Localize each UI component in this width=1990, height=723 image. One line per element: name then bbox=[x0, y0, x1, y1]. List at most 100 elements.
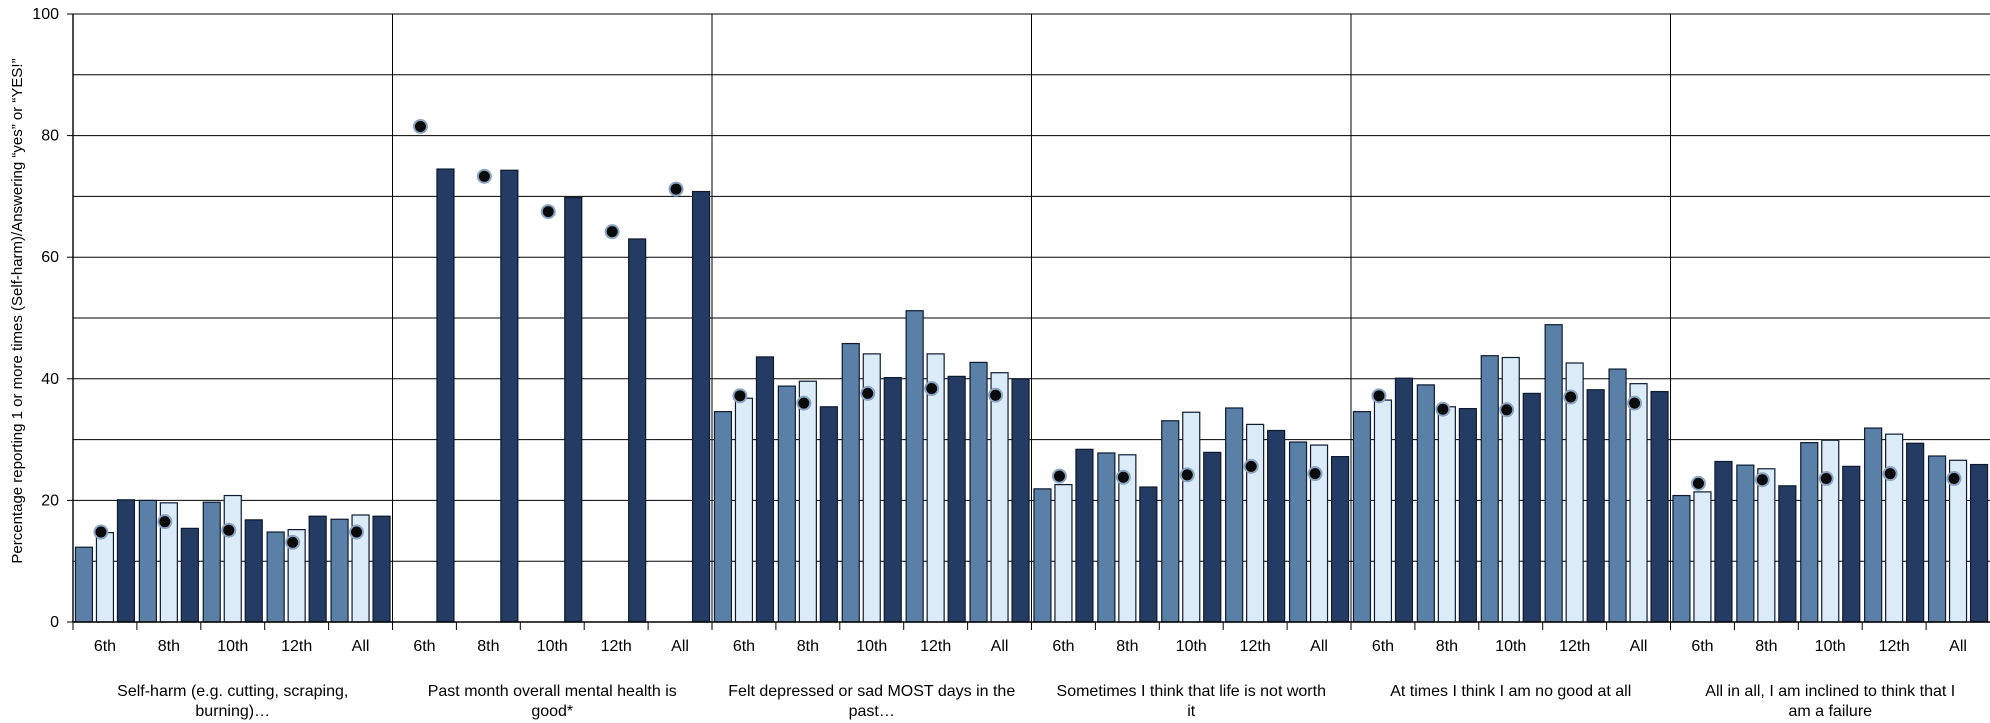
bar-bar1 bbox=[1672, 494, 1691, 623]
bar-bar1 bbox=[1800, 442, 1819, 623]
x-tick-label: All bbox=[1949, 638, 1967, 655]
marker-point bbox=[221, 522, 237, 538]
bar-bar2 bbox=[990, 372, 1009, 623]
x-tick-label: 6th bbox=[94, 638, 116, 655]
axes bbox=[67, 13, 1990, 630]
bar-bar3 bbox=[1842, 465, 1861, 623]
marker-point bbox=[1435, 401, 1451, 417]
bar-bar1 bbox=[841, 342, 860, 623]
bar-bar1 bbox=[1352, 411, 1372, 623]
marker-point bbox=[540, 204, 556, 220]
x-tick-label: All bbox=[352, 638, 370, 655]
bar-bar3 bbox=[628, 238, 647, 623]
marker-point bbox=[285, 534, 301, 550]
bar-bar2 bbox=[95, 532, 115, 623]
bar-bar3 bbox=[1330, 456, 1350, 623]
marker-point bbox=[1690, 475, 1706, 491]
marker-point bbox=[988, 387, 1004, 403]
marker-point bbox=[732, 388, 748, 404]
bar-bar3 bbox=[1778, 485, 1797, 623]
bar-bar1 bbox=[1416, 384, 1435, 623]
bar-bar2 bbox=[1054, 483, 1073, 623]
x-tick-label: 10th bbox=[537, 638, 568, 655]
bar-bar2 bbox=[734, 397, 754, 623]
marker-point bbox=[796, 395, 812, 411]
bar-bar3 bbox=[308, 515, 327, 623]
bar-bar3 bbox=[180, 527, 199, 623]
axis-labels: 0 20 40 60 80 100 6th 8th 10th 12th All Self-harm (… bbox=[32, 6, 1967, 720]
bar-bar1 bbox=[202, 501, 221, 623]
bar-bar1 bbox=[1544, 324, 1563, 623]
marker-point bbox=[1179, 467, 1195, 483]
marker-point bbox=[1563, 389, 1579, 405]
bar-bar1 bbox=[266, 531, 285, 623]
bar-bar2 bbox=[1182, 411, 1201, 623]
bar-bar3 bbox=[500, 169, 519, 623]
bar-bar3 bbox=[691, 190, 711, 623]
group-label: good* bbox=[531, 703, 573, 720]
x-tick-label: 12th bbox=[1879, 638, 1910, 655]
marker-point bbox=[93, 524, 109, 540]
x-tick-label: 12th bbox=[601, 638, 632, 655]
bar-bar3 bbox=[1267, 429, 1286, 623]
x-tick-label: 10th bbox=[1495, 638, 1526, 655]
bar-bar3 bbox=[372, 515, 391, 623]
x-tick-label: 10th bbox=[217, 638, 248, 655]
bar-bar3 bbox=[1522, 392, 1541, 623]
x-tick-label: 6th bbox=[1372, 638, 1394, 655]
x-tick-label: All bbox=[991, 638, 1009, 655]
bar-bar1 bbox=[330, 518, 349, 623]
marker-point bbox=[412, 118, 428, 134]
group-label: Self-harm (e.g. cutting, scraping, bbox=[117, 683, 348, 700]
x-tick-label: 8th bbox=[158, 638, 180, 655]
marker-point bbox=[1307, 466, 1323, 482]
group-label: it bbox=[1187, 703, 1196, 720]
bar-bar1 bbox=[1864, 427, 1883, 623]
group-label: am a failure bbox=[1788, 703, 1872, 720]
bar-bar3 bbox=[1203, 451, 1222, 623]
marker-point bbox=[924, 381, 940, 397]
x-tick-label: All bbox=[671, 638, 689, 655]
x-tick-label: 8th bbox=[1755, 638, 1777, 655]
x-tick-label: 10th bbox=[856, 638, 887, 655]
bar-bar2 bbox=[1629, 383, 1648, 623]
bar-bar1 bbox=[138, 499, 157, 623]
marker-point bbox=[1946, 471, 1962, 487]
marker-point bbox=[157, 514, 173, 530]
x-tick-label: 10th bbox=[1176, 638, 1207, 655]
bar-bar2 bbox=[1373, 399, 1393, 623]
x-tick-label: 10th bbox=[1815, 638, 1846, 655]
bar-bar2 bbox=[1693, 491, 1712, 623]
bar-bar3 bbox=[883, 376, 902, 623]
y-tick-label: 80 bbox=[41, 128, 59, 145]
x-tick-label: 12th bbox=[281, 638, 312, 655]
bar-bar3 bbox=[1586, 389, 1605, 623]
gridlines bbox=[73, 13, 1990, 622]
bar-bar1 bbox=[1480, 355, 1499, 623]
bar-bar2 bbox=[1501, 356, 1520, 623]
marker-point bbox=[1882, 466, 1898, 482]
bar-bar1 bbox=[1161, 420, 1180, 623]
y-axis-title: Percentage reporting 1 or more times (Se… bbox=[9, 58, 26, 563]
bar-bar1 bbox=[1225, 407, 1244, 623]
bar-bar3 bbox=[1458, 407, 1477, 623]
x-tick-label: 8th bbox=[1116, 638, 1138, 655]
bar-bar3 bbox=[1075, 448, 1094, 623]
y-tick-label: 100 bbox=[32, 6, 59, 23]
bar-bar1 bbox=[777, 385, 796, 623]
marker-point bbox=[668, 181, 684, 197]
bar-bar3 bbox=[564, 197, 583, 623]
bar-bar2 bbox=[798, 380, 817, 623]
bar-bar3 bbox=[116, 499, 136, 623]
bar-bar2 bbox=[1437, 406, 1456, 623]
y-tick-label: 0 bbox=[50, 614, 59, 631]
marker-point bbox=[1115, 469, 1131, 485]
bar-bar3 bbox=[436, 168, 455, 623]
bar-bar1 bbox=[905, 310, 924, 623]
bar-bar3 bbox=[1650, 390, 1669, 623]
marker-point bbox=[1627, 395, 1643, 411]
marker-point bbox=[604, 224, 620, 240]
marker-point bbox=[860, 385, 876, 401]
bar-bar2 bbox=[1821, 439, 1840, 623]
